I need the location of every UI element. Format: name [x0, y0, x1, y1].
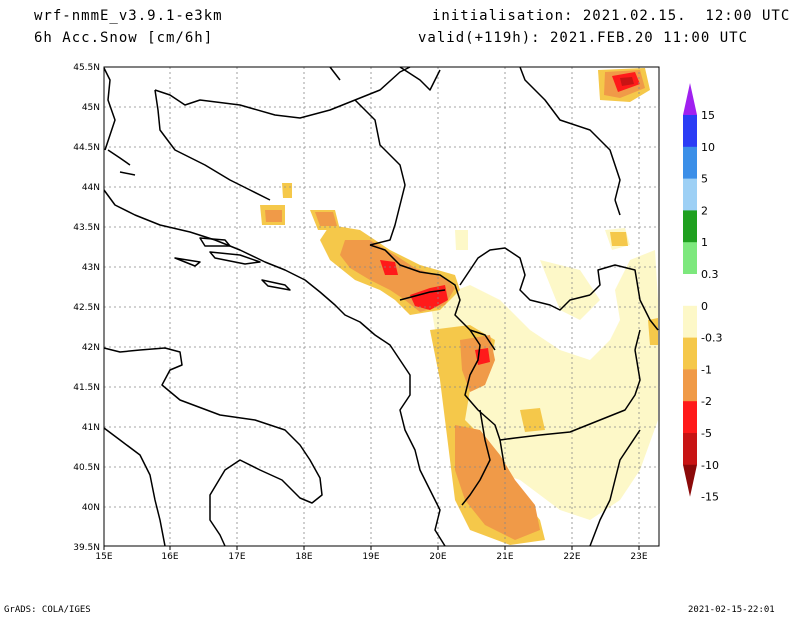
- lat-label: 40N: [82, 503, 100, 513]
- colorbar-label: -2: [701, 395, 712, 408]
- colorbar: 15 10 5 2 1 0.3 0 -0.3 -1 -2 -5 -10 -15: [683, 83, 722, 504]
- colorbar-swatch: [683, 433, 697, 466]
- snow-field: [260, 68, 658, 545]
- colorbar-swatch: [683, 178, 697, 211]
- colorbar-swatch: [683, 146, 697, 180]
- colorbar-swatch: [683, 115, 697, 148]
- colorbar-label: -5: [701, 427, 712, 440]
- lat-label: 39.5N: [73, 543, 100, 553]
- colorbar-swatch: [683, 369, 697, 402]
- variable-title: 6h Acc.Snow [cm/6h]: [34, 30, 214, 46]
- colorbar-swatch: [683, 337, 697, 370]
- lat-label: 40.5N: [73, 463, 100, 473]
- lat-label: 43N: [82, 263, 100, 273]
- colorbar-swatch: [683, 464, 697, 497]
- colorbar-swatch: [683, 401, 697, 434]
- colorbar-label: 0: [701, 300, 708, 313]
- colorbar-label: 10: [701, 141, 715, 154]
- lat-label: 41N: [82, 423, 100, 433]
- lon-label: 22E: [563, 552, 580, 562]
- lat-label: 45.5N: [73, 63, 100, 73]
- lat-label: 42N: [82, 343, 100, 353]
- lon-label: 17E: [228, 552, 245, 562]
- colorbar-label: 5: [701, 173, 708, 186]
- initialisation-time: initialisation: 2021.02.15. 12:00 UTC: [432, 8, 791, 24]
- colorbar-label: 1: [701, 236, 708, 249]
- lat-label: 42.5N: [73, 303, 100, 313]
- lat-label: 44N: [82, 183, 100, 193]
- colorbar-label: 15: [701, 109, 715, 122]
- lon-label: 18E: [295, 552, 312, 562]
- lon-label: 15E: [95, 552, 112, 562]
- footer-credit: GrADS: COLA/IGES: [4, 605, 91, 615]
- colorbar-swatch: [683, 83, 697, 115]
- valid-time: valid(+119h): 2021.FEB.20 11:00 UTC: [418, 30, 749, 46]
- lon-label: 23E: [630, 552, 647, 562]
- footer-timestamp: 2021-02-15-22:01: [688, 605, 775, 615]
- colorbar-label: 0.3: [701, 268, 719, 281]
- colorbar-swatch: [683, 210, 697, 243]
- lon-label: 16E: [161, 552, 178, 562]
- colorbar-label: -10: [701, 459, 719, 472]
- colorbar-label: -1: [701, 363, 712, 376]
- colorbar-label: -15: [701, 491, 719, 504]
- colorbar-label: 2: [701, 204, 708, 217]
- colorbar-swatch: [683, 274, 697, 307]
- lat-label: 41.5N: [73, 383, 100, 393]
- colorbar-swatch: [683, 305, 697, 339]
- map-area: [103, 66, 660, 547]
- lon-label: 21E: [496, 552, 513, 562]
- lon-label: 19E: [362, 552, 379, 562]
- coastlines-borders: [103, 66, 659, 547]
- lat-label: 43.5N: [73, 223, 100, 233]
- colorbar-swatch: [683, 242, 697, 275]
- model-title: wrf-nmmE_v3.9.1-e3km: [34, 8, 223, 24]
- lat-label: 44.5N: [73, 143, 100, 153]
- colorbar-label: -0.3: [701, 332, 722, 345]
- lon-label: 20E: [429, 552, 446, 562]
- lat-label: 45N: [82, 103, 100, 113]
